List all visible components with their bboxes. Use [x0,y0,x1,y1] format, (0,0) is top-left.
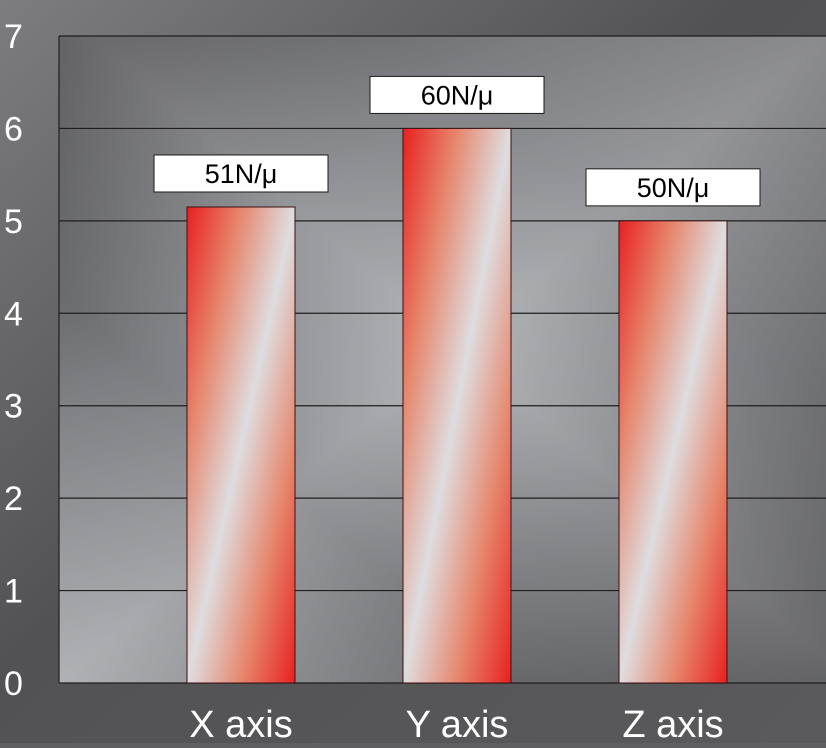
y-tick-label-1: 1 [4,573,23,611]
bar-x-axis [186,206,296,684]
data-label-1: 60N/μ [421,80,494,110]
data-label-2: 50N/μ [637,173,710,203]
bar-y-axis [402,127,512,684]
bars [186,127,728,684]
x-tick-label-z-axis: Z axis [622,704,723,743]
data-label-box-2 [585,168,761,207]
y-tick-label-7: 7 [4,18,23,56]
y-tick-label-0: 0 [4,665,23,703]
y-tick-label-3: 3 [4,388,23,426]
y-tick-label-6: 6 [4,110,23,148]
x-tick-label-y-axis: Y axis [406,704,509,743]
data-label-box-0 [153,154,329,193]
x-axis-tick-labels: X axis Y axis Z axis [189,704,723,746]
data-label-0: 51N/μ [205,159,278,189]
bar-z-axis [618,220,728,684]
data-labels: 51N/μ 60N/μ 50N/μ [153,75,761,207]
x-tick-label-x-axis: X axis [189,704,292,743]
y-axis-tick-labels: 0 1 2 3 4 5 6 7 [4,18,23,703]
y-tick-label-5: 5 [4,203,23,241]
y-tick-label-4: 4 [4,295,23,333]
y-tick-label-2: 2 [4,480,23,518]
data-label-box-1 [369,75,545,114]
